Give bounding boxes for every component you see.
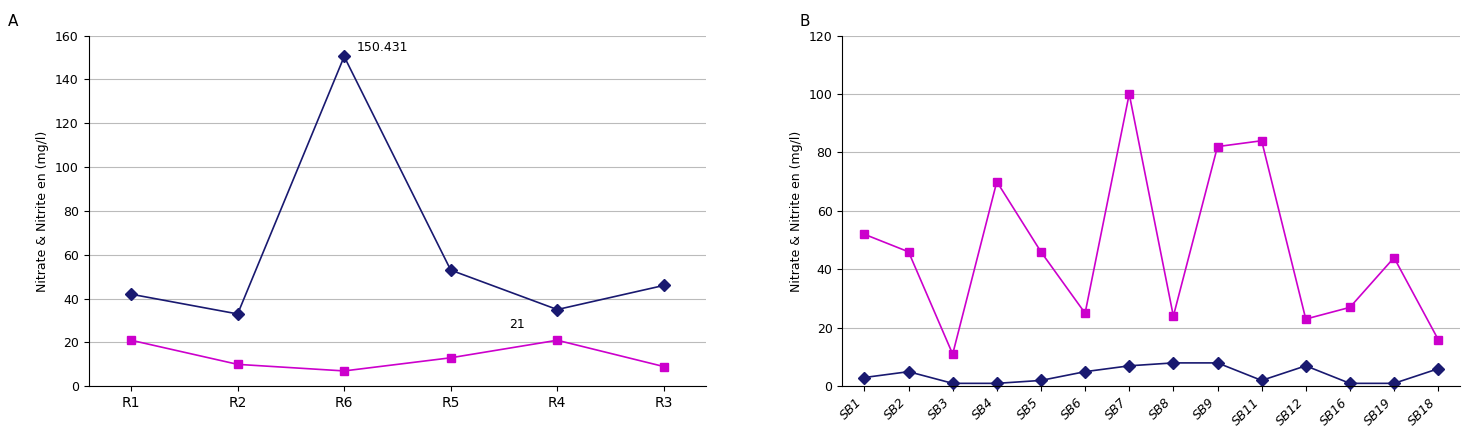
Text: A: A: [9, 15, 19, 29]
Y-axis label: Nitrate & Nitrite en (mg/l): Nitrate & Nitrite en (mg/l): [791, 130, 804, 292]
Text: 150.431: 150.431: [357, 41, 409, 54]
Text: 21: 21: [509, 318, 525, 332]
Y-axis label: Nitrate & Nitrite en (mg/l): Nitrate & Nitrite en (mg/l): [37, 130, 49, 292]
Text: B: B: [799, 15, 810, 29]
